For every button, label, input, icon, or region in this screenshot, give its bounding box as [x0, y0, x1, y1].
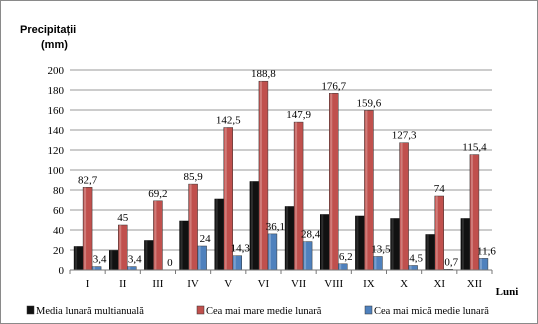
- data-label: 24: [200, 233, 212, 245]
- bar-highlight: [84, 187, 87, 270]
- x-tick-label: XI: [433, 278, 445, 290]
- x-tick-label: IX: [363, 278, 375, 290]
- bar-highlight: [110, 250, 113, 270]
- x-tick-label: XII: [467, 278, 483, 290]
- bar-highlight: [215, 199, 218, 270]
- bar-highlight: [93, 266, 96, 270]
- data-label: 3,4: [128, 254, 142, 266]
- data-label: 11,6: [477, 245, 496, 257]
- y-tick-label: 140: [48, 125, 65, 137]
- bar-highlight: [374, 256, 377, 270]
- bar-highlight: [304, 241, 307, 270]
- x-tick-label: III: [152, 278, 163, 290]
- legend: Media lunară multianuală Cea mai mare med…: [26, 305, 489, 317]
- data-label: 45: [117, 212, 129, 224]
- y-tick-label: 60: [53, 205, 65, 217]
- x-tick-label: VI: [258, 278, 270, 290]
- bar-highlight: [365, 110, 368, 271]
- x-tick-label: IV: [187, 278, 199, 290]
- bar-highlight: [391, 218, 394, 270]
- y-tick-label: 180: [48, 85, 65, 97]
- bar-highlight: [259, 81, 262, 270]
- bar-highlight: [400, 142, 403, 270]
- data-label: 115,4: [462, 142, 487, 154]
- bar-highlight: [154, 200, 157, 270]
- data-label: 0,7: [444, 256, 458, 268]
- bar-highlight: [128, 266, 131, 270]
- x-tick-label: II: [119, 278, 127, 290]
- y-axis-label-line1: Precipitații: [20, 24, 76, 36]
- bar-highlight: [339, 263, 342, 270]
- y-tick-label: 40: [53, 225, 65, 237]
- y-tick-label: 120: [48, 145, 65, 157]
- bar-highlight: [198, 246, 201, 270]
- x-tick-labels: I II III IV V VI VII VIII IX X XI XII: [69, 270, 493, 290]
- bar-highlight: [119, 225, 122, 270]
- data-label: 36,1: [266, 221, 285, 233]
- x-tick-label: V: [224, 278, 232, 290]
- data-label: 6,2: [339, 251, 353, 263]
- bar-highlight: [470, 154, 473, 270]
- bar-highlight: [461, 218, 464, 270]
- data-label: 127,3: [392, 130, 417, 142]
- y-tick-label: 100: [48, 165, 65, 177]
- bar-highlight: [233, 255, 236, 270]
- data-label: 85,9: [183, 171, 203, 183]
- legend-label: Cea mai mică medie lunară: [374, 306, 489, 317]
- bar-highlight: [426, 234, 429, 270]
- data-label: 14,3: [231, 243, 251, 255]
- legend-label: Cea mai mare medie lunară: [206, 306, 322, 317]
- data-label: 142,5: [216, 115, 241, 127]
- legend-label: Media lunară multianuală: [36, 306, 144, 317]
- y-tick-label: 160: [48, 105, 65, 117]
- bar-highlight: [295, 122, 298, 270]
- data-label: 74: [434, 183, 446, 195]
- data-labels: 82,7 45 69,2 85,9 142,5 188,8 147,9 176,7 159,6 1…: [78, 68, 496, 269]
- y-tick-label: 0: [59, 265, 65, 277]
- y-tick-label: 80: [53, 185, 65, 197]
- bars: [73, 80, 489, 271]
- legend-swatch: [196, 305, 205, 315]
- y-tick-label: 200: [48, 65, 65, 77]
- x-tick-label: X: [400, 278, 408, 290]
- x-axis-label: Luni: [496, 286, 519, 298]
- bar-highlight: [435, 196, 438, 270]
- data-label: 13,5: [371, 244, 391, 256]
- x-tick-label: I: [86, 278, 90, 290]
- data-label: 147,9: [286, 109, 311, 121]
- bar-highlight: [250, 181, 253, 270]
- bar-highlight: [409, 265, 412, 270]
- data-label: 4,5: [409, 253, 423, 265]
- legend-swatch: [364, 305, 373, 315]
- data-label: 176,7: [321, 80, 346, 92]
- data-label: 3,4: [93, 254, 107, 266]
- bar-highlight: [224, 127, 227, 270]
- legend-swatch: [26, 305, 35, 315]
- bar-highlight: [180, 221, 183, 270]
- data-label: 0: [167, 257, 173, 269]
- data-label: 28,4: [301, 229, 321, 241]
- data-label: 69,2: [148, 188, 167, 200]
- data-label: 159,6: [357, 97, 382, 109]
- x-tick-label: VII: [291, 278, 307, 290]
- gridlines: [70, 69, 492, 251]
- bar-highlight: [145, 240, 148, 270]
- y-tick-labels: 0 20 40 60 80 100 120 140 160 180 200: [48, 65, 65, 277]
- data-label: 188,8: [251, 68, 276, 80]
- bar-highlight: [286, 206, 289, 270]
- y-tick-label: 20: [53, 245, 65, 257]
- x-tick-label: VIII: [324, 278, 343, 290]
- bar-highlight: [189, 184, 192, 270]
- y-axis-label-line2: (mm): [41, 39, 68, 51]
- bar-highlight: [321, 214, 324, 270]
- bar-highlight: [75, 246, 78, 270]
- data-label: 82,7: [78, 174, 98, 186]
- bar-highlight: [479, 258, 482, 270]
- bar-highlight: [330, 93, 333, 270]
- bar-highlight: [356, 216, 359, 270]
- bar-highlight: [268, 233, 271, 270]
